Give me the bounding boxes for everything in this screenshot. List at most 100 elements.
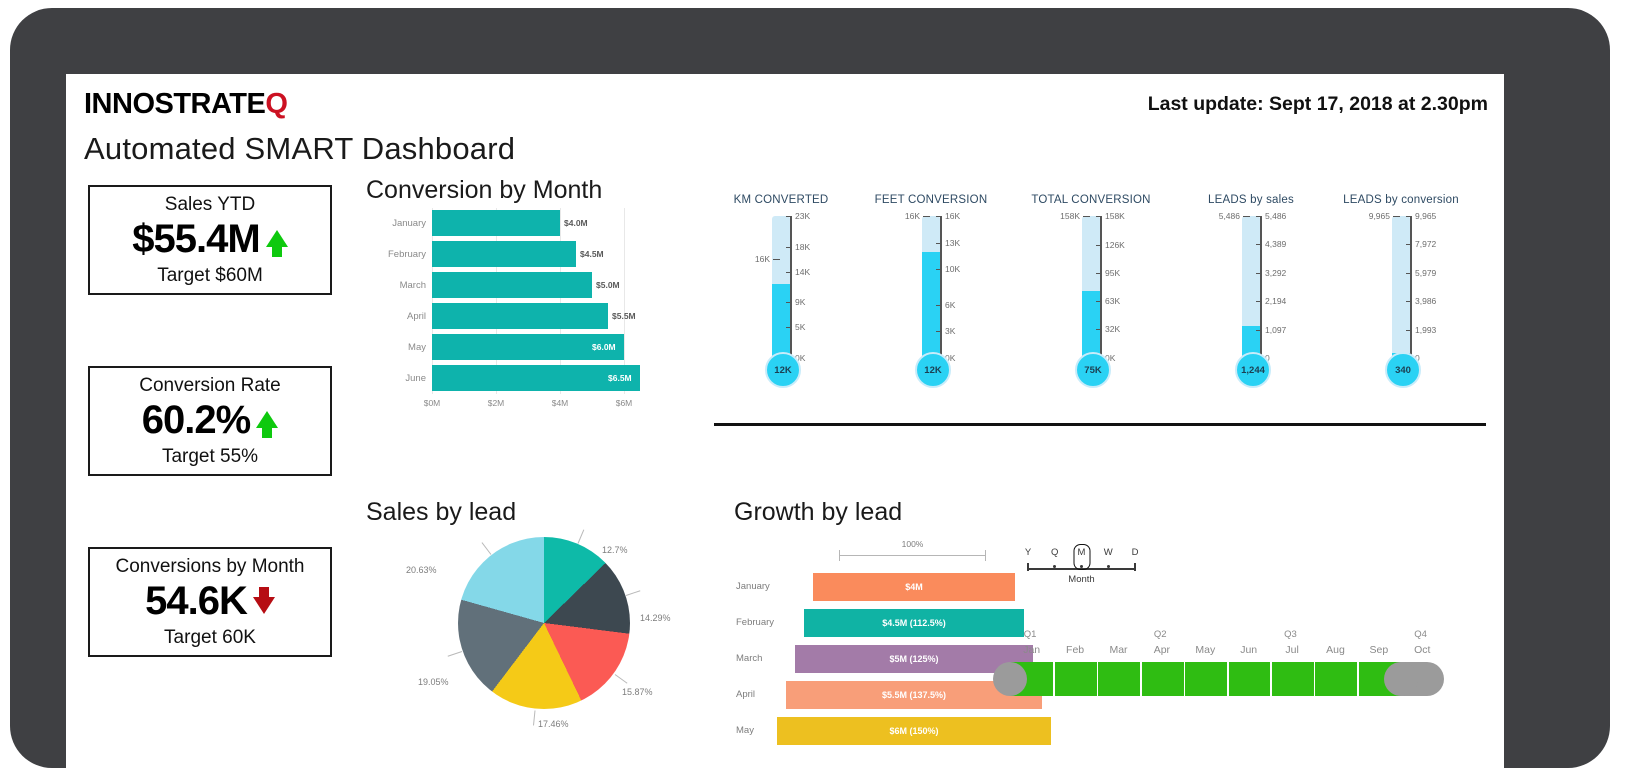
timeline-handle-left[interactable]	[993, 662, 1027, 696]
scale-tick	[786, 302, 792, 304]
bar-chart-row[interactable]: April $5.5M	[366, 301, 656, 332]
thermometer-scale	[1410, 216, 1412, 358]
bar-chart-row[interactable]: March $5.0M	[366, 270, 656, 301]
thermometer-1[interactable]: KM CONVERTED 0K 5K 9K 14K 18K 23K 16K 12K	[706, 194, 856, 409]
scale-tick-label: 14K	[795, 266, 811, 277]
timeline-cell-separator	[1313, 662, 1316, 696]
kpi-card-sales-ytd[interactable]: Sales YTD $55.4M Target $60M	[88, 185, 332, 295]
timeline-month-label[interactable]: Jun	[1240, 644, 1258, 656]
timeline-track[interactable]	[993, 662, 1444, 696]
timeline-month-label[interactable]: Apr	[1153, 644, 1171, 656]
pie-slice-label: 14.29%	[640, 613, 671, 623]
bar-chart-x-axis: $0M $2M $4M $6M	[424, 398, 656, 414]
granularity-option-W[interactable]: W	[1103, 547, 1113, 558]
bar-chart-row[interactable]: February $4.5M	[366, 239, 656, 270]
thermometer-fill	[1082, 290, 1100, 358]
scale-tick	[786, 246, 792, 248]
bar-value-label: $6.0M	[592, 342, 616, 352]
funnel-bar[interactable]: $4M	[813, 573, 1015, 601]
scale-tick-label: 0K	[945, 353, 956, 363]
timeline-month-label[interactable]: Aug	[1326, 644, 1345, 656]
thermometer-fill	[772, 283, 790, 358]
scale-tick	[1256, 216, 1262, 217]
sales-by-lead-title: Sales by lead	[366, 498, 517, 526]
thermometer-fill	[1242, 325, 1260, 358]
bar-chart-row[interactable]: June $6.5M	[366, 363, 656, 394]
scale-tick-label: 32K	[1105, 324, 1121, 335]
thermometer-2[interactable]: FEET CONVERSION 0K 3K 6K 10K 13K 16K 16K 12K	[856, 194, 1006, 409]
kpi-card-conversions-by-month[interactable]: Conversions by Month 54.6K Target 60K	[88, 547, 332, 657]
granularity-option-Y[interactable]: Y	[1024, 547, 1032, 558]
scale-tick	[1096, 244, 1102, 246]
funnel-bar[interactable]: $5M (125%)	[795, 645, 1033, 673]
thermometer-scale	[790, 216, 792, 358]
last-update-text: Last update: Sept 17, 2018 at 2.30pm	[1147, 93, 1488, 115]
timeline-month-label[interactable]: Jan	[1023, 644, 1041, 656]
funnel-row[interactable]: March $5M (125%)	[734, 643, 1054, 675]
funnel-scale-bar	[839, 555, 986, 556]
bar[interactable]	[432, 210, 560, 236]
timeline-handle-right[interactable]	[1383, 662, 1418, 696]
thermometer-4[interactable]: LEADS by sales 0 1,097 2,194 3,292 4,389 5,486…	[1176, 194, 1326, 409]
scale-tick-label: 95K	[1105, 267, 1121, 278]
bar[interactable]	[432, 303, 608, 329]
trend-up-icon	[256, 411, 279, 438]
thermometer-5[interactable]: LEADS by conversion 0 1,993 3,986 5,979 7,972…	[1326, 194, 1476, 409]
thermometer-3[interactable]: TOTAL CONVERSION 0K 32K 63K 95K 126K 158K 158K 7…	[1016, 194, 1166, 409]
granularity-option-M[interactable]: M	[1077, 547, 1086, 558]
scale-tick	[1256, 272, 1262, 274]
scale-tick	[936, 304, 942, 306]
funnel-row[interactable]: May $6M (150%)	[734, 715, 1054, 747]
timeline-month-label[interactable]: Oct	[1414, 644, 1431, 656]
kpi-card-conversion-rate[interactable]: Conversion Rate 60.2% Target 55%	[88, 366, 332, 476]
pie-leader-line	[626, 590, 641, 597]
scale-tick-label: 5,486	[1265, 211, 1287, 221]
pie-chart[interactable]	[458, 537, 630, 709]
funnel-scale: 100%	[839, 539, 986, 561]
bar[interactable]	[432, 365, 640, 391]
thermometer-gauges[interactable]: KM CONVERTED 0K 5K 9K 14K 18K 23K 16K 12K FEET CO…	[706, 194, 1486, 409]
bar[interactable]	[432, 272, 592, 298]
scale-tick	[786, 327, 792, 329]
bar-value-label: $4.0M	[564, 218, 588, 228]
funnel-category-label: February	[736, 617, 775, 628]
funnel-bar[interactable]: $4.5M (112.5%)	[804, 609, 1024, 637]
granularity-option-D[interactable]: D	[1131, 547, 1139, 558]
timeline-month-label[interactable]: Sep	[1369, 644, 1389, 656]
timeline-cell-separator	[1357, 662, 1359, 696]
scale-tick	[1406, 272, 1412, 274]
scale-tick	[1096, 272, 1102, 274]
granularity-selector[interactable]: Y Q M Month W D	[1024, 544, 1139, 585]
bar-chart-row[interactable]: January $4.0M	[366, 208, 656, 239]
scale-tick-label: 63K	[1105, 296, 1121, 307]
dashboard-screen: INNOSTRATE Q Last update: Sept 17, 2018 a…	[66, 74, 1504, 774]
granularity-tick	[1080, 565, 1083, 568]
brand-logo-main: INNOSTRATE	[84, 88, 266, 120]
scale-tick-label: 0K	[795, 353, 806, 363]
granularity-selected-indicator[interactable]	[1073, 544, 1090, 570]
funnel-row[interactable]: January $4M	[734, 571, 1054, 603]
bar[interactable]	[432, 241, 576, 267]
scale-tick-label: 4,389	[1265, 239, 1287, 250]
thermometer-tube	[772, 216, 790, 358]
granularity-option-Q[interactable]: Q	[1051, 547, 1059, 558]
timeline-slicer[interactable]: Y Q M Month W D Jan Feb Mar Apr May Jun Jul Aug Sep Oc…	[993, 529, 1486, 719]
timeline-month-label[interactable]: Jul	[1285, 644, 1299, 656]
timeline-quarter-label: Q3	[1284, 629, 1297, 640]
timeline-cell-separator	[1053, 662, 1055, 696]
bar[interactable]	[432, 334, 624, 360]
conversion-by-month-chart[interactable]: January $4.0M February $4.5M March $5.0M April…	[366, 208, 656, 414]
sales-by-lead-chart[interactable]: 12.7% 14.29% 15.87% 17.46% 19.05% 20.63%	[366, 499, 671, 774]
funnel-bar[interactable]: $6M (150%)	[777, 717, 1051, 745]
timeline-month-label[interactable]: May	[1195, 644, 1216, 656]
gridline	[560, 208, 561, 394]
bar-chart-row[interactable]: May $6.0M	[366, 332, 656, 363]
funnel-row[interactable]: February $4.5M (112.5%)	[734, 607, 1054, 639]
timeline-month-label[interactable]: Feb	[1066, 644, 1085, 656]
thermometer-target-label: 5,486	[1218, 211, 1251, 221]
pie-leader-line	[533, 710, 536, 726]
timeline-month-label[interactable]: Mar	[1109, 644, 1128, 656]
thermometer-scale	[1260, 216, 1262, 358]
thermometer-bulb-value: 12K	[915, 352, 951, 388]
timeline-selection-fill[interactable]	[1010, 662, 1401, 696]
